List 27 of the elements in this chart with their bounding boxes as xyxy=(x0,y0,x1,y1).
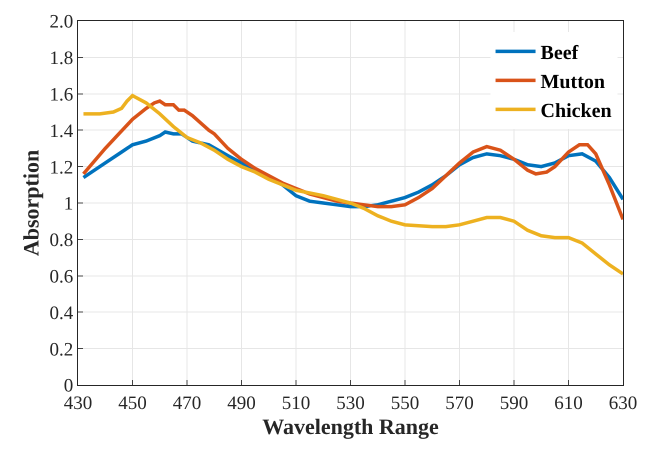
y-tick-label: 1.8 xyxy=(49,48,74,70)
y-tick-label: 1 xyxy=(64,194,74,215)
x-tick-label: 630 xyxy=(608,392,638,414)
x-tick-label: 590 xyxy=(500,392,528,414)
y-tick-label: 0.6 xyxy=(49,266,74,288)
x-tick-label: 510 xyxy=(282,392,310,414)
x-tick-label: 550 xyxy=(390,392,420,414)
y-tick-label: 1.2 xyxy=(49,157,74,178)
legend-label: Chicken xyxy=(540,100,612,122)
x-tick-label: 470 xyxy=(172,392,202,414)
x-tick-label: 530 xyxy=(336,392,365,414)
x-tick-label: 450 xyxy=(118,392,147,414)
y-tick-label: 1.4 xyxy=(49,120,74,142)
x-axis-title: Wavelength Range xyxy=(262,414,440,439)
y-axis-title: Absorption xyxy=(18,150,44,256)
line-series xyxy=(82,99,623,222)
y-tick-label: 0.8 xyxy=(49,230,74,252)
x-tick-label: 490 xyxy=(227,392,256,414)
y-tick-label: 1.6 xyxy=(49,84,74,106)
y-tick-label: 0.2 xyxy=(49,339,74,360)
y-tick-label: 0.4 xyxy=(49,302,74,324)
legend-label: Beef xyxy=(540,42,579,64)
line-series xyxy=(82,94,623,276)
legend-label: Mutton xyxy=(540,71,606,94)
x-tick-label: 570 xyxy=(445,392,474,414)
x-tick-label: 610 xyxy=(554,392,583,414)
y-tick-label: 2.0 xyxy=(49,12,74,33)
